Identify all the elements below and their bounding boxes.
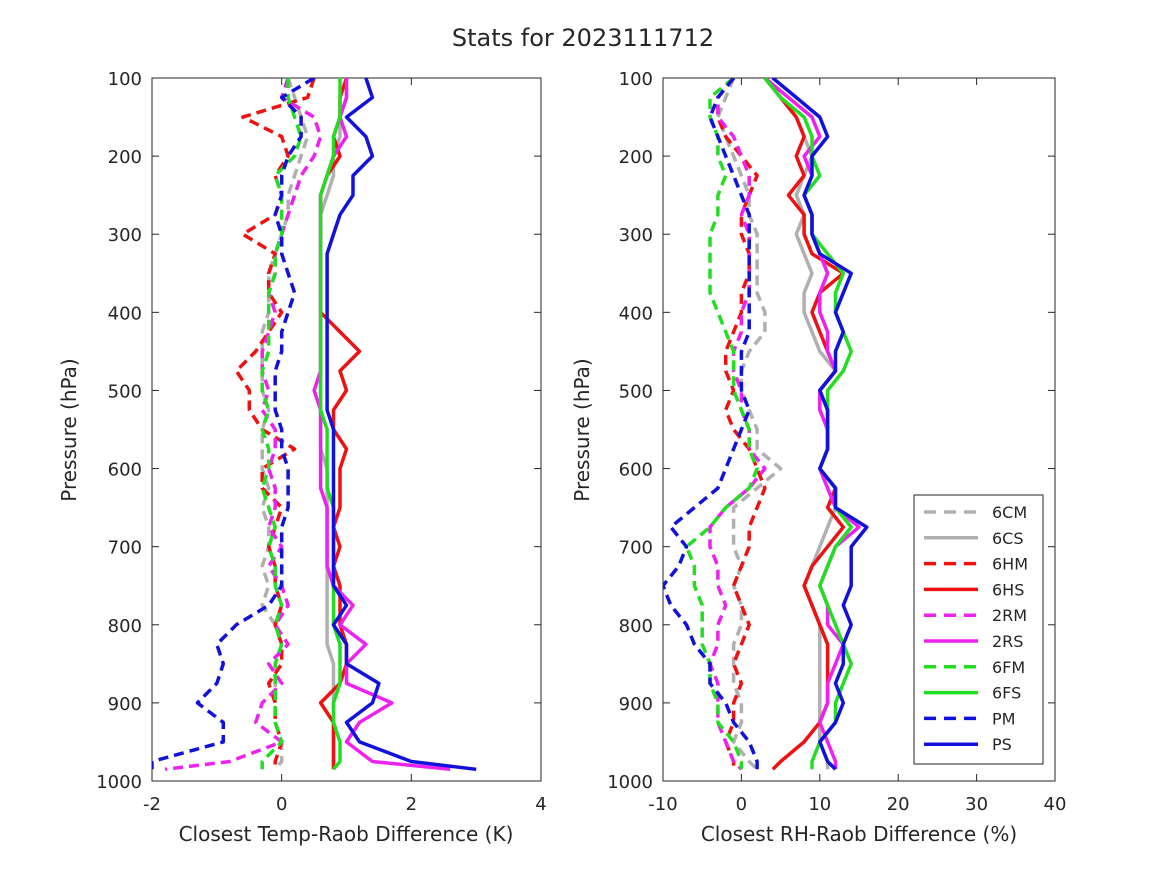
temp-ytick-label: 400 xyxy=(108,303,142,324)
temp-ytick-label: 300 xyxy=(108,225,142,246)
temp-ytick-label: 600 xyxy=(108,460,142,481)
rh-ytick-label: 800 xyxy=(619,616,653,637)
rh-ytick-label: 100 xyxy=(619,69,653,90)
temp-difference-panel: -2 0 2 4 100 200 300 400 500 600 700 800 900 1000 Clo… xyxy=(57,69,547,846)
rh-x-axis-label: Closest RH-Raob Difference (%) xyxy=(701,822,1017,846)
rh-y-axis-label: Pressure (hPa) xyxy=(570,358,594,501)
legend-label-6cs: 6CS xyxy=(992,529,1024,548)
temp-series-layer xyxy=(152,78,477,772)
rh-ytick-label: 600 xyxy=(619,460,653,481)
rh-ticks-layer: -10 0 10 20 30 40 100 200 300 400 500 600 700 800 900 1… xyxy=(607,69,1066,815)
figure-title: Stats for 2023111712 xyxy=(452,24,714,52)
legend-label-2rm: 2RM xyxy=(992,606,1027,625)
legend-label-6cm: 6CM xyxy=(992,503,1027,522)
rh-ytick-label: 300 xyxy=(619,225,653,246)
legend-label-2rs: 2RS xyxy=(992,632,1023,651)
temp-ytick-label: 500 xyxy=(108,381,142,402)
temp-series-2rm xyxy=(164,78,323,772)
rh-ytick-label: 900 xyxy=(619,694,653,715)
legend-label-6hs: 6HS xyxy=(992,580,1024,599)
legend-box xyxy=(913,494,1044,765)
rh-xtick-label: 20 xyxy=(887,794,910,815)
temp-ytick-label: 200 xyxy=(108,147,142,168)
temp-x-axis-label: Closest Temp-Raob Difference (K) xyxy=(179,822,514,846)
rh-ytick-label: 500 xyxy=(619,381,653,402)
temp-series-ps xyxy=(325,78,477,772)
temp-series-pm xyxy=(152,78,316,770)
temp-xtick-label: -2 xyxy=(143,794,161,815)
temp-ytick-label: 100 xyxy=(108,69,142,90)
temp-ytick-label: 900 xyxy=(108,694,142,715)
temp-y-axis-label: Pressure (hPa) xyxy=(57,358,81,501)
temp-ytick-label: 700 xyxy=(108,538,142,559)
rh-series-ps xyxy=(771,78,869,771)
legend-label-pm: PM xyxy=(992,709,1015,728)
temp-ticks-layer: -2 0 2 4 100 200 300 400 500 600 700 800 900 1000 xyxy=(96,69,547,815)
legend: 6CM 6CS 6HM 6HS 2RM 2RS 6FM 6FS PM PS xyxy=(913,494,1044,765)
legend-label-6hm: 6HM xyxy=(992,555,1028,574)
legend-label-6fs: 6FS xyxy=(992,684,1021,703)
rh-series-6cm xyxy=(716,78,783,771)
legend-label-ps: PS xyxy=(992,735,1012,754)
rh-series-layer xyxy=(663,78,869,771)
rh-ytick-label: 1000 xyxy=(607,772,653,793)
legend-label-6fm: 6FM xyxy=(992,658,1025,677)
temp-xtick-label: 0 xyxy=(276,794,287,815)
rh-xtick-label: 40 xyxy=(1044,794,1067,815)
rh-xtick-label: 10 xyxy=(808,794,831,815)
rh-series-pm xyxy=(663,78,759,770)
rh-ytick-label: 200 xyxy=(619,147,653,168)
rh-xtick-label: -10 xyxy=(648,794,677,815)
temp-ytick-label: 800 xyxy=(108,616,142,637)
temp-xtick-label: 2 xyxy=(406,794,417,815)
rh-xtick-label: 0 xyxy=(736,794,747,815)
rh-xtick-label: 30 xyxy=(965,794,988,815)
rh-ytick-label: 400 xyxy=(619,303,653,324)
temp-ytick-label: 1000 xyxy=(96,772,142,793)
rh-ytick-label: 700 xyxy=(619,538,653,559)
temp-series-6fs xyxy=(318,78,342,771)
temp-xtick-label: 4 xyxy=(535,794,546,815)
